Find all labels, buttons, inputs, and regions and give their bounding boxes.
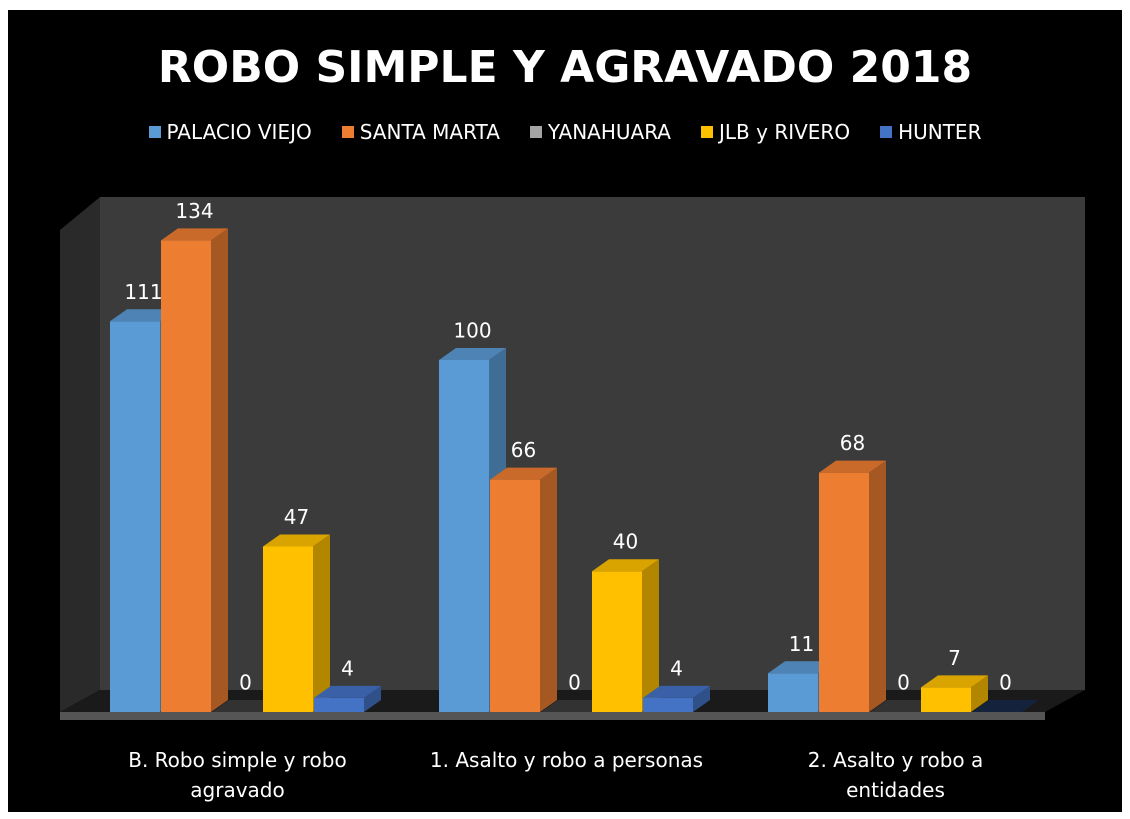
data-label: 4	[341, 656, 354, 680]
data-label: 7	[948, 646, 961, 670]
data-label: 4	[670, 656, 683, 680]
legend-label: JLB y RIVERO	[719, 120, 851, 144]
bar-top	[439, 348, 506, 360]
x-tick-label: 1. Asalto y robo a personas	[429, 748, 704, 772]
bar-top	[972, 700, 1039, 712]
bar	[161, 228, 228, 712]
legend-item: YANAHUARA	[529, 120, 671, 144]
legend-item: HUNTER	[880, 120, 981, 144]
side-wall	[60, 197, 100, 712]
bar	[819, 460, 886, 712]
data-label: 0	[897, 671, 910, 695]
chart-title: ROBO SIMPLE Y AGRAVADO 2018	[158, 42, 972, 93]
bar	[870, 700, 937, 712]
bar-top	[592, 559, 659, 572]
data-label: 0	[568, 671, 581, 695]
data-label: 40	[613, 530, 638, 554]
bar-top	[161, 228, 228, 241]
legend-item: SANTA MARTA	[341, 120, 500, 144]
bar	[263, 534, 330, 712]
legend-swatch	[880, 126, 893, 138]
bar-top	[490, 467, 557, 480]
data-label: 66	[511, 438, 536, 462]
bar-side	[971, 675, 988, 712]
legend-swatch	[341, 126, 354, 138]
bar	[592, 559, 659, 712]
legend-item: JLB y RIVERO	[701, 120, 850, 144]
bar	[921, 675, 988, 712]
bar	[972, 700, 1039, 712]
bar-side	[540, 467, 557, 712]
bar-side	[642, 559, 659, 712]
data-label: 47	[284, 505, 309, 529]
bar-side	[693, 685, 710, 712]
bar-side	[869, 460, 886, 712]
legend-swatch	[701, 126, 713, 138]
bar	[541, 700, 608, 712]
bar-front	[110, 321, 160, 712]
x-tick-label: B. Robo simple y robo agravado	[128, 748, 347, 802]
bar-front	[592, 571, 642, 712]
bar-top	[870, 700, 937, 712]
bar-top	[314, 685, 381, 698]
legend-swatch	[529, 126, 542, 138]
floor-edge	[60, 712, 1045, 720]
legend-label: YANAHUARA	[547, 120, 671, 144]
bar-front	[161, 240, 211, 712]
legend-label: SANTA MARTA	[359, 120, 500, 144]
bar-front	[263, 546, 313, 712]
bar-side	[364, 685, 381, 712]
bar-top	[541, 700, 608, 712]
bar-side	[313, 534, 330, 712]
legend-swatch	[148, 126, 161, 138]
bar	[212, 700, 279, 712]
x-tick-label: 2. Asalto y robo a entidades	[807, 748, 984, 802]
bar-front	[490, 479, 540, 712]
data-label: 11	[789, 632, 814, 656]
legend-label: PALACIO VIEJO	[166, 120, 312, 144]
bar-front	[921, 687, 971, 712]
data-label: 0	[999, 671, 1012, 695]
legend: PALACIO VIEJO SANTA MARTA YANAHUARA JLB y R…	[8, 120, 1122, 144]
bar-top	[921, 675, 988, 688]
bar-top	[819, 460, 886, 473]
bar-front	[643, 697, 693, 712]
bar-top	[263, 534, 330, 547]
bar	[490, 467, 557, 712]
bar-front	[314, 697, 364, 712]
bar-side	[211, 228, 228, 712]
bar-front	[439, 360, 489, 712]
data-label: 68	[840, 431, 865, 455]
bar-top	[643, 685, 710, 698]
data-label: 100	[453, 319, 491, 343]
bar-top	[212, 700, 279, 712]
bar	[643, 685, 710, 712]
legend-item: PALACIO VIEJO	[148, 120, 312, 144]
bar	[314, 685, 381, 712]
bar-top	[768, 661, 835, 674]
bar-top	[110, 309, 177, 322]
data-label: 0	[239, 671, 252, 695]
legend-label: HUNTER	[898, 120, 982, 144]
bar-front	[819, 472, 869, 712]
bar-front	[768, 673, 818, 712]
data-label: 134	[175, 199, 213, 223]
data-label: 111	[124, 280, 162, 304]
